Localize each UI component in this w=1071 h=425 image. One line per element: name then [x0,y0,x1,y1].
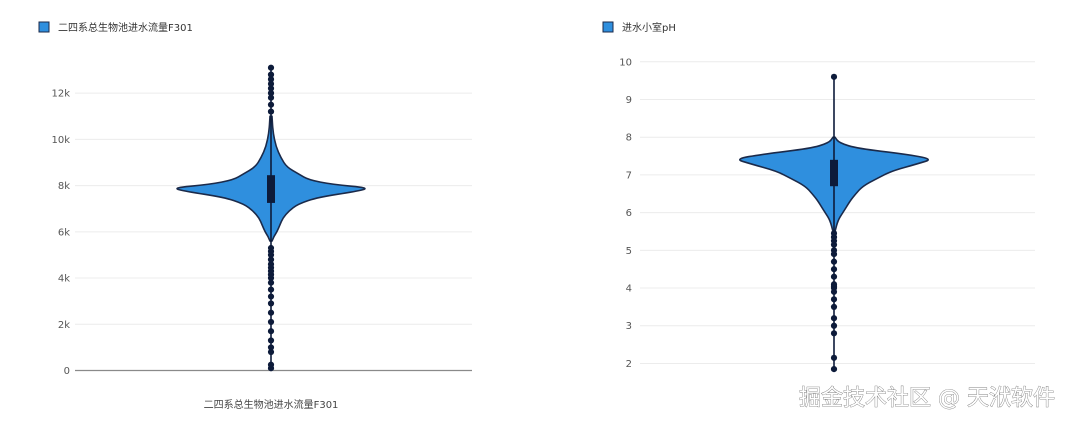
outlier-point[interactable] [267,90,275,97]
outlier-point[interactable] [267,344,275,351]
violin-left[interactable] [176,64,366,372]
y-tick-label: 6k [58,227,70,238]
outlier-point[interactable] [267,85,275,92]
outlier-point[interactable] [830,230,838,237]
legend-swatch-right [602,21,614,33]
outlier-point[interactable] [267,64,275,71]
iqr-box[interactable] [830,159,838,187]
outlier-point[interactable] [830,247,838,254]
legend-right[interactable]: 进水小室pH [602,21,676,34]
outlier-point[interactable] [830,330,838,337]
outlier-point[interactable] [267,261,275,268]
outlier-point[interactable] [267,80,275,87]
y-tick-label: 4 [626,284,632,295]
outlier-point[interactable] [830,296,838,303]
y-tick-label: 9 [626,95,632,106]
outlier-point[interactable] [830,315,838,322]
outlier-point[interactable] [830,273,838,280]
outlier-point[interactable] [830,73,838,80]
y-tick-label: 0 [64,366,70,377]
legend-left[interactable]: 二四系总生物池进水流量F301 [38,21,193,34]
outlier-point[interactable] [267,293,275,300]
watermark-text: 掘金技术社区 @ 天洑软件 [799,386,1055,411]
y-tick-label: 10k [51,135,70,146]
y-tick-label: 8 [626,133,632,144]
y-tick-label: 2 [626,359,632,370]
y-tick-label: 8k [58,181,70,192]
outlier-point[interactable] [267,300,275,307]
y-axis-left: 0 2k 4k 6k 8k 10k 12k [51,89,70,377]
outlier-point[interactable] [830,266,838,273]
outlier-point[interactable] [267,256,275,263]
violin-right[interactable] [739,73,929,373]
outlier-point[interactable] [267,318,275,326]
outlier-point[interactable] [830,354,838,361]
legend-label-left: 二四系总生物池进水流量F301 [58,21,193,34]
outlier-point[interactable] [830,258,838,265]
x-axis-label-left: 二四系总生物池进水流量F301 [204,398,339,411]
outlier-point[interactable] [267,76,275,83]
chart-left: 二四系总生物池进水流量F301 0 2k 4k 6k 8k 10k 12k 二四系总生物池进… [38,21,472,411]
outlier-point[interactable] [267,309,275,316]
y-axis-right: 2 3 4 5 6 7 8 9 10 [619,57,632,370]
outlier-point[interactable] [267,101,275,108]
outlier-point[interactable] [267,108,275,115]
y-tick-label: 3 [626,321,632,332]
outlier-point[interactable] [830,322,838,329]
outlier-point[interactable] [267,244,275,252]
outlier-point[interactable] [267,348,275,356]
legend-swatch-left [38,21,50,33]
y-tick-label: 7 [626,170,632,181]
y-tick-label: 2k [58,320,70,331]
legend-label-right: 进水小室pH [622,21,676,34]
outlier-point[interactable] [267,94,275,101]
outlier-point[interactable] [830,366,838,373]
y-tick-label: 5 [626,246,632,257]
y-tick-label: 4k [58,274,70,285]
outlier-point[interactable] [267,286,275,293]
chart-right: 进水小室pH 2 3 4 5 6 7 8 9 10 [602,21,1035,373]
y-tick-label: 10 [619,57,632,68]
outlier-point[interactable] [830,303,838,310]
grid-right [640,61,1035,364]
outlier-point[interactable] [267,337,275,344]
outlier-point[interactable] [830,281,838,288]
y-tick-label: 12k [51,89,70,100]
outlier-point[interactable] [267,71,275,78]
iqr-box[interactable] [267,175,275,203]
outlier-point[interactable] [267,361,275,368]
outlier-point[interactable] [267,279,275,286]
outlier-point[interactable] [267,328,275,335]
y-tick-label: 6 [626,208,632,219]
